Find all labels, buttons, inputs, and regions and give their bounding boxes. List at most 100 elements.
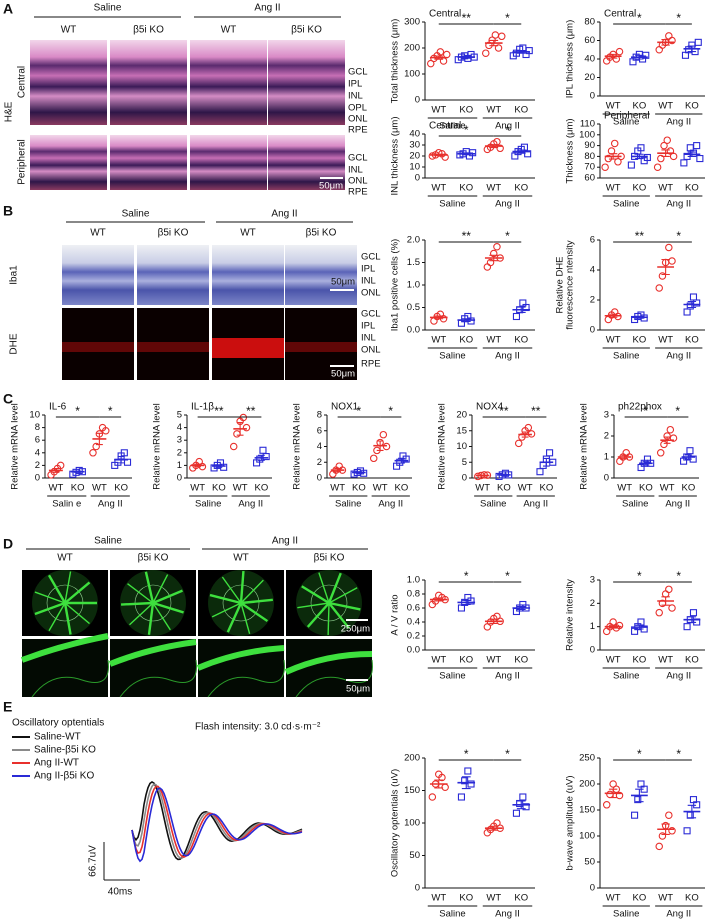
- data-point: [634, 796, 642, 804]
- y-tick-label: 2: [35, 460, 40, 471]
- layer-label: GCL: [361, 252, 381, 263]
- significance-label: **: [462, 11, 472, 25]
- group-label: Ang II: [238, 499, 263, 510]
- histology-image: [190, 40, 267, 125]
- y-tick-label: 0: [415, 173, 420, 184]
- data-point: [683, 827, 691, 835]
- capillary: [119, 659, 197, 698]
- error-bar: [516, 149, 526, 154]
- data-point: [665, 32, 673, 40]
- histology-image: [110, 135, 187, 190]
- flash-label: Flash intensity: 3.0 cd·s·m⁻²: [195, 722, 321, 733]
- group-label: Saline: [94, 536, 122, 547]
- data-point: [693, 142, 701, 150]
- error-bar: [661, 39, 670, 46]
- y-tick-label: 3: [177, 435, 182, 446]
- data-point: [369, 454, 378, 463]
- layer-label: ONL: [348, 176, 368, 187]
- vessel: [328, 601, 361, 611]
- significance-label: *: [676, 569, 681, 583]
- y-tick-label: 6: [317, 425, 322, 436]
- error-bar: [461, 599, 471, 606]
- vessel: [211, 602, 242, 618]
- data-point: [229, 442, 238, 451]
- chart-title: NOX1: [331, 402, 359, 413]
- data-point: [519, 793, 527, 801]
- x-tick-label: KO: [685, 893, 699, 904]
- y-tick-label: 5: [462, 457, 467, 468]
- x-tick-label: KO: [459, 183, 473, 194]
- data-point: [643, 153, 651, 162]
- histology-image: [190, 135, 267, 190]
- y-tick-label: 1.5: [407, 257, 420, 268]
- column-label: WT: [221, 25, 237, 36]
- y-tick-label: 20: [409, 151, 420, 162]
- y-axis-label: Relative mRNA level: [437, 403, 448, 490]
- y-tick-label: 20: [456, 410, 467, 421]
- x-tick-label: WT: [475, 483, 490, 494]
- significance-label: *: [676, 229, 681, 243]
- data-point: [481, 49, 490, 57]
- y-tick-label: 50: [584, 857, 595, 868]
- y-tick-label: 200: [404, 43, 420, 54]
- y-tick-label: 0: [590, 91, 595, 102]
- histology-image: [268, 40, 345, 125]
- group-label: Ang II: [666, 909, 691, 920]
- error-bar: [516, 606, 526, 610]
- data-point: [660, 141, 668, 150]
- error-bar: [461, 152, 471, 156]
- data-point: [609, 780, 617, 788]
- group-label: Saline: [335, 499, 361, 510]
- y-axis-label: fluorescence ntensity: [565, 240, 576, 329]
- data-point: [512, 809, 521, 817]
- x-tick-label: WT: [486, 183, 501, 194]
- chart-title: IL-1β: [191, 402, 214, 413]
- error-bar: [461, 776, 471, 790]
- error-bar: [257, 454, 265, 461]
- y-tick-label: 0.4: [407, 617, 420, 628]
- y-tick-label: 0: [590, 883, 595, 894]
- data-point: [660, 440, 668, 449]
- panel-label: E: [3, 699, 12, 715]
- vessel: [152, 602, 171, 631]
- vessel: [284, 651, 373, 675]
- column-label: β5i KO: [306, 228, 337, 239]
- group-label: Saline: [94, 3, 122, 14]
- y-axis-label: Total thickness (μm): [390, 19, 401, 104]
- error-bar: [434, 779, 444, 789]
- error-bar: [52, 468, 60, 473]
- vessel: [144, 571, 155, 604]
- x-tick-label: WT: [431, 655, 446, 666]
- data-point: [233, 430, 241, 438]
- data-point: [669, 434, 678, 442]
- error-bar: [687, 300, 697, 309]
- histology-image: [110, 40, 187, 125]
- y-tick-label: 70: [584, 162, 595, 173]
- significance-label: *: [75, 404, 80, 418]
- group-label: Saline: [613, 909, 639, 920]
- capillary: [207, 659, 285, 698]
- x-tick-label: WT: [486, 105, 501, 116]
- stain-label: H&E: [4, 101, 15, 122]
- x-tick-label: KO: [514, 335, 528, 346]
- data-point: [92, 442, 100, 451]
- data-point: [668, 36, 676, 45]
- y-tick-label: 0.2: [407, 631, 420, 642]
- significance-label: **: [499, 404, 509, 418]
- x-tick-label: KO: [255, 483, 269, 494]
- y-tick-label: 0.6: [407, 603, 420, 614]
- x-tick-label: WT: [606, 335, 621, 346]
- vessel: [47, 574, 67, 604]
- error-bar: [461, 55, 471, 59]
- vessel: [152, 574, 169, 604]
- group-label: Saline: [439, 351, 465, 362]
- y-tick-label: 1: [177, 460, 182, 471]
- y-axis-label: Relative mRNA level: [152, 403, 163, 490]
- x-tick-label: KO: [114, 483, 128, 494]
- x-tick-label: KO: [639, 483, 653, 494]
- vessel: [34, 601, 66, 616]
- data-point: [524, 423, 533, 432]
- data-point: [683, 308, 691, 316]
- y-tick-label: 2: [317, 457, 322, 468]
- x-tick-label: WT: [606, 183, 621, 194]
